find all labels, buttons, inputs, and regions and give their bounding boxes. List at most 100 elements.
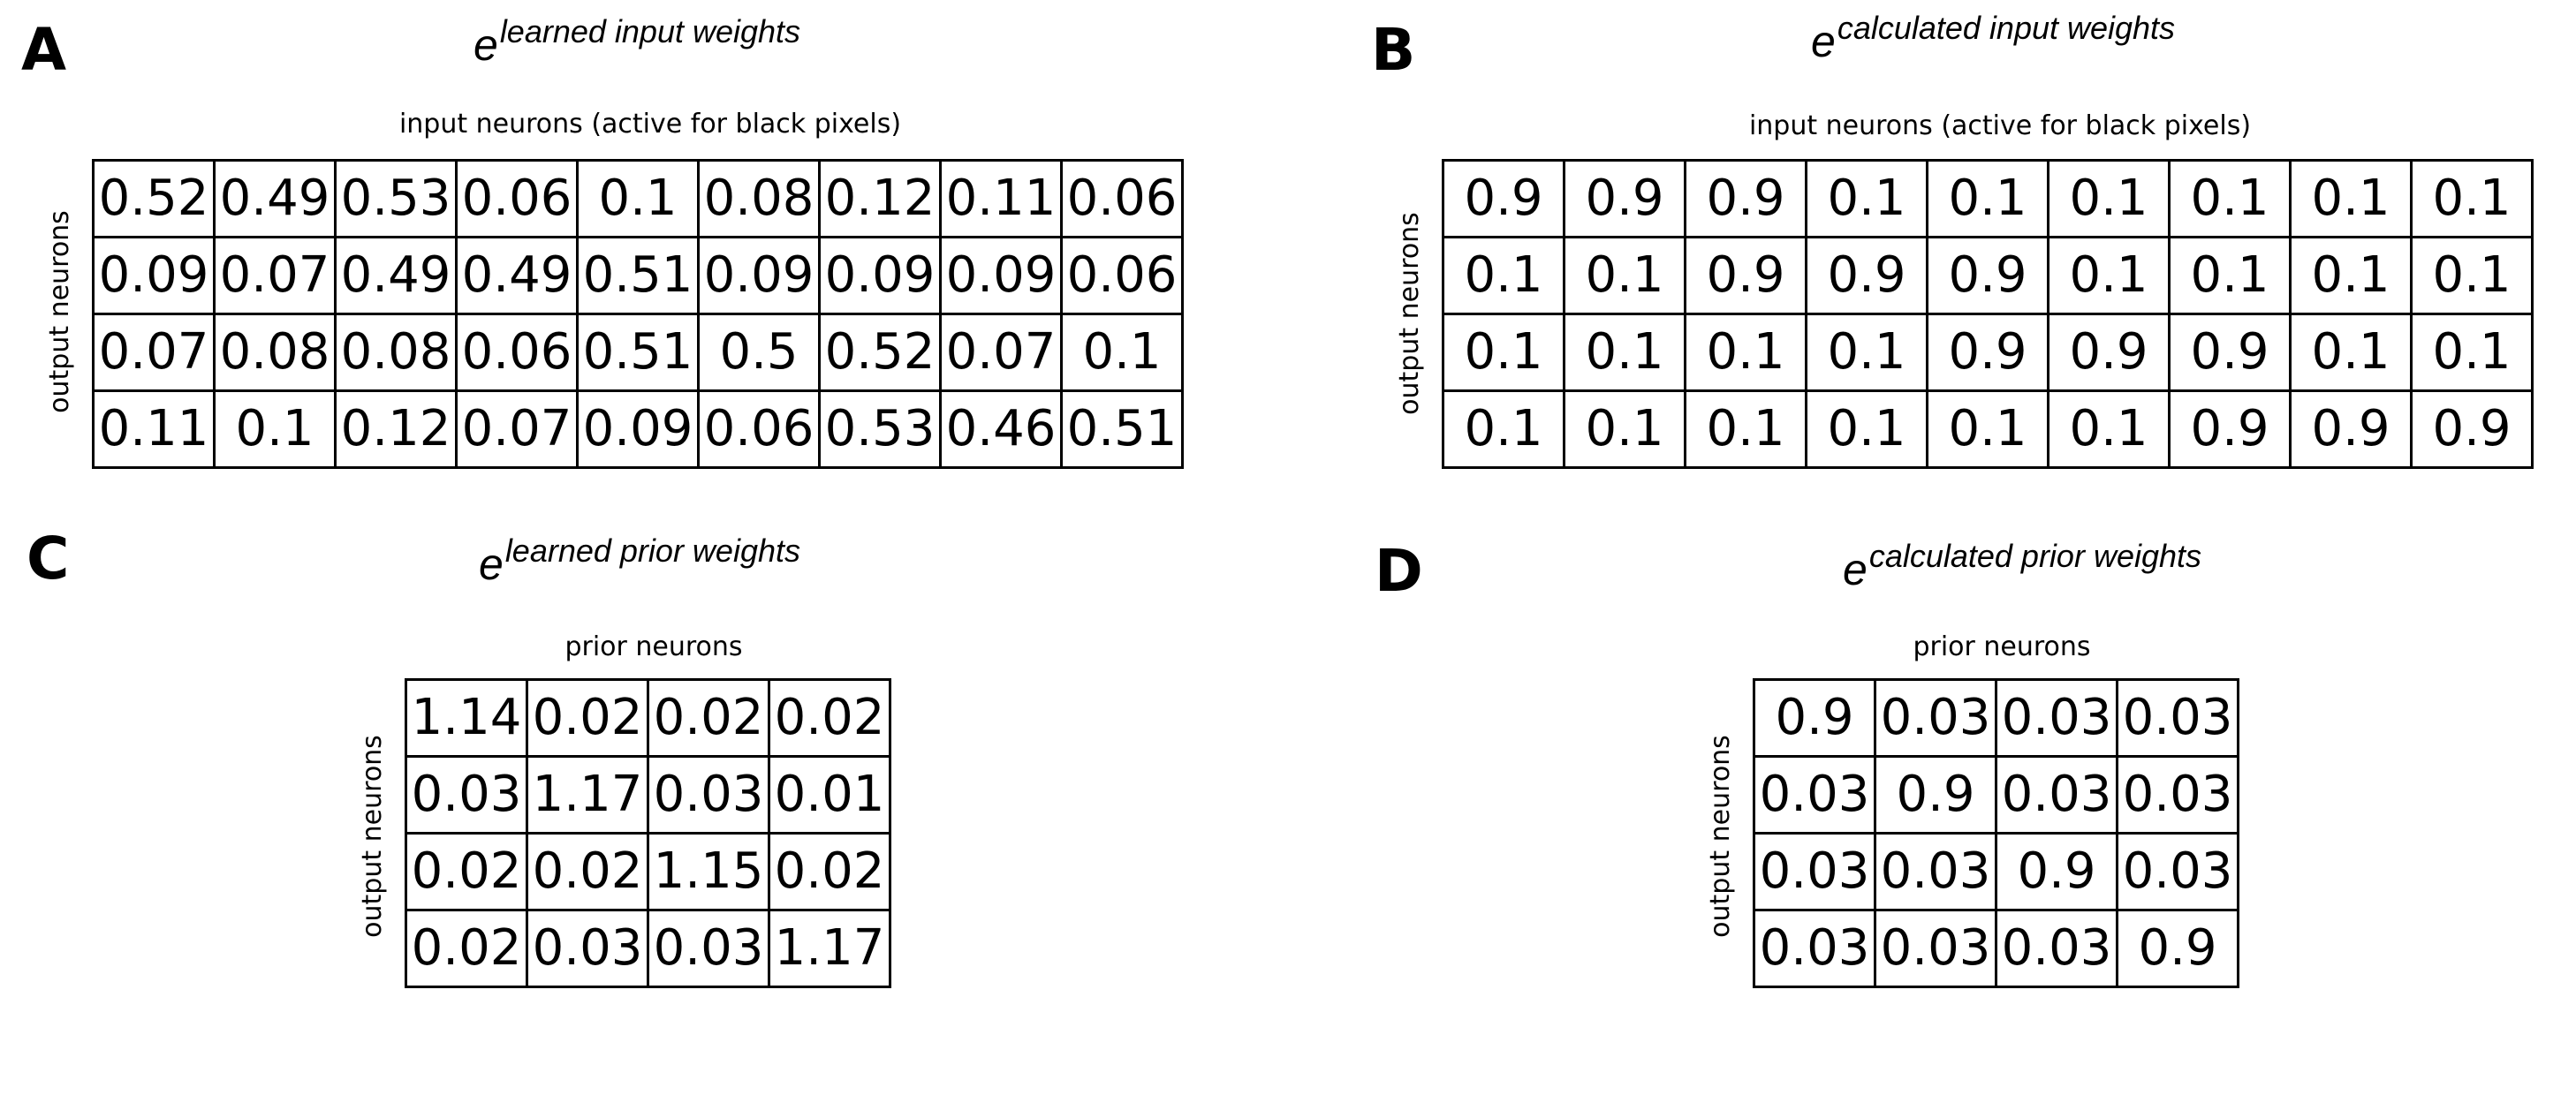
panel-c-column-axis-label: prior neurons xyxy=(564,631,743,662)
matrix-cell: 0.03 xyxy=(1995,755,2118,835)
matrix-cell: 0.03 xyxy=(1753,755,1876,835)
matrix-cell: 0.03 xyxy=(1753,832,1876,911)
panel-label-d: D xyxy=(1375,537,1423,605)
title-superscript: calculated prior weights xyxy=(1868,538,2202,574)
matrix-cell: 0.1 xyxy=(2410,236,2534,315)
matrix-cell: 0.9 xyxy=(1684,159,1807,238)
matrix-cell: 0.06 xyxy=(1060,236,1184,315)
matrix-cell: 0.52 xyxy=(818,313,942,392)
matrix-cell: 0.1 xyxy=(213,389,337,469)
matrix-cell: 0.11 xyxy=(92,389,216,469)
matrix-cell: 1.17 xyxy=(768,909,891,988)
title-superscript: calculated input weights xyxy=(1837,10,2176,46)
matrix-row: 1.14 0.02 0.02 0.02 xyxy=(405,678,891,758)
matrix-cell: 0.1 xyxy=(2410,313,2534,392)
matrix-cell: 0.03 xyxy=(1753,909,1876,988)
panel-a-row-axis-label: output neurons xyxy=(44,210,75,413)
matrix-cell: 0.03 xyxy=(647,755,770,835)
panel-c-title: elearned prior weights xyxy=(479,535,800,589)
matrix-cell: 0.03 xyxy=(1874,832,1997,911)
panel-label-a: A xyxy=(21,16,67,84)
matrix-row: 0.03 0.03 0.9 0.03 xyxy=(1753,832,2239,911)
matrix-cell: 0.1 xyxy=(1805,313,1928,392)
matrix-cell: 0.09 xyxy=(92,236,216,315)
matrix-cell: 0.03 xyxy=(1995,678,2118,758)
matrix-cell: 0.9 xyxy=(2047,313,2171,392)
matrix-cell: 0.1 xyxy=(1805,389,1928,469)
matrix-row: 0.52 0.49 0.53 0.06 0.1 0.08 0.12 0.11 0.06 xyxy=(92,159,1184,238)
matrix-cell: 0.9 xyxy=(2168,389,2292,469)
matrix-cell: 0.52 xyxy=(92,159,216,238)
panel-a-title: elearned input weights xyxy=(474,16,800,70)
matrix-cell: 0.1 xyxy=(1563,236,1686,315)
matrix-cell: 0.02 xyxy=(405,832,528,911)
matrix-cell: 0.9 xyxy=(1926,313,2049,392)
matrix-cell: 0.1 xyxy=(2168,159,2292,238)
matrix-cell: 0.1 xyxy=(2410,159,2534,238)
panel-b-row-axis-label: output neurons xyxy=(1394,212,1425,415)
matrix-cell: 1.14 xyxy=(405,678,528,758)
title-superscript: learned prior weights xyxy=(504,533,800,569)
matrix-cell: 0.1 xyxy=(2168,236,2292,315)
matrix-cell: 0.9 xyxy=(1753,678,1876,758)
title-base: e xyxy=(474,20,498,70)
matrix-cell: 0.1 xyxy=(1563,389,1686,469)
title-base: e xyxy=(479,540,504,589)
matrix-row: 0.1 0.1 0.1 0.1 0.9 0.9 0.9 0.1 0.1 xyxy=(1442,313,2534,392)
matrix-cell: 0.46 xyxy=(939,389,1063,469)
matrix-cell: 0.9 xyxy=(1684,236,1807,315)
matrix-cell: 0.9 xyxy=(1563,159,1686,238)
matrix-cell: 0.5 xyxy=(697,313,821,392)
matrix-cell: 0.49 xyxy=(213,159,337,238)
matrix-cell: 0.03 xyxy=(2116,755,2239,835)
panel-b-title: ecalculated input weights xyxy=(1811,12,2175,66)
matrix-cell: 0.03 xyxy=(1995,909,2118,988)
matrix-cell: 0.03 xyxy=(647,909,770,988)
matrix-cell: 0.03 xyxy=(1874,678,1997,758)
matrix-cell: 0.53 xyxy=(818,389,942,469)
panel-label-b: B xyxy=(1371,16,1416,84)
panel-c-row-axis-label: output neurons xyxy=(357,735,388,938)
panel-d-title: ecalculated prior weights xyxy=(1843,540,2201,593)
matrix-cell: 0.03 xyxy=(2116,678,2239,758)
panel-b-matrix: 0.9 0.9 0.9 0.1 0.1 0.1 0.1 0.1 0.1 0.1 0.1 0.9 0.9 0… xyxy=(1442,159,2534,469)
matrix-cell: 0.1 xyxy=(1563,313,1686,392)
matrix-cell: 0.1 xyxy=(1926,389,2049,469)
matrix-cell: 0.09 xyxy=(818,236,942,315)
matrix-row: 0.1 0.1 0.1 0.1 0.1 0.1 0.9 0.9 0.9 xyxy=(1442,389,2534,469)
matrix-cell: 0.1 xyxy=(1926,159,2049,238)
matrix-cell: 0.12 xyxy=(334,389,458,469)
matrix-cell: 0.02 xyxy=(768,678,891,758)
matrix-cell: 0.09 xyxy=(939,236,1063,315)
matrix-row: 0.11 0.1 0.12 0.07 0.09 0.06 0.53 0.46 0.51 xyxy=(92,389,1184,469)
panel-a-column-axis-label: input neurons (active for black pixels) xyxy=(398,109,902,140)
matrix-cell: 0.03 xyxy=(526,909,649,988)
panel-label-c: C xyxy=(27,525,70,593)
matrix-cell: 0.1 xyxy=(1442,313,1565,392)
title-superscript: learned input weights xyxy=(499,13,801,49)
matrix-cell: 0.49 xyxy=(455,236,579,315)
matrix-row: 0.9 0.03 0.03 0.03 xyxy=(1753,678,2239,758)
matrix-cell: 0.1 xyxy=(2289,313,2413,392)
matrix-row: 0.03 1.17 0.03 0.01 xyxy=(405,755,891,835)
matrix-cell: 0.01 xyxy=(768,755,891,835)
matrix-row: 0.9 0.9 0.9 0.1 0.1 0.1 0.1 0.1 0.1 xyxy=(1442,159,2534,238)
matrix-cell: 0.49 xyxy=(334,236,458,315)
matrix-cell: 0.51 xyxy=(576,313,700,392)
matrix-cell: 0.9 xyxy=(2410,389,2534,469)
title-base: e xyxy=(1811,17,1836,66)
matrix-row: 0.03 0.03 0.03 0.9 xyxy=(1753,909,2239,988)
matrix-cell: 0.1 xyxy=(1060,313,1184,392)
matrix-cell: 1.15 xyxy=(647,832,770,911)
matrix-cell: 0.9 xyxy=(1805,236,1928,315)
matrix-cell: 0.07 xyxy=(939,313,1063,392)
matrix-cell: 0.51 xyxy=(1060,389,1184,469)
matrix-cell: 0.53 xyxy=(334,159,458,238)
matrix-cell: 0.1 xyxy=(1684,389,1807,469)
matrix-row: 0.09 0.07 0.49 0.49 0.51 0.09 0.09 0.09 0.06 xyxy=(92,236,1184,315)
matrix-cell: 0.09 xyxy=(697,236,821,315)
matrix-cell: 0.08 xyxy=(697,159,821,238)
matrix-cell: 0.08 xyxy=(334,313,458,392)
matrix-cell: 0.03 xyxy=(2116,832,2239,911)
matrix-cell: 0.11 xyxy=(939,159,1063,238)
